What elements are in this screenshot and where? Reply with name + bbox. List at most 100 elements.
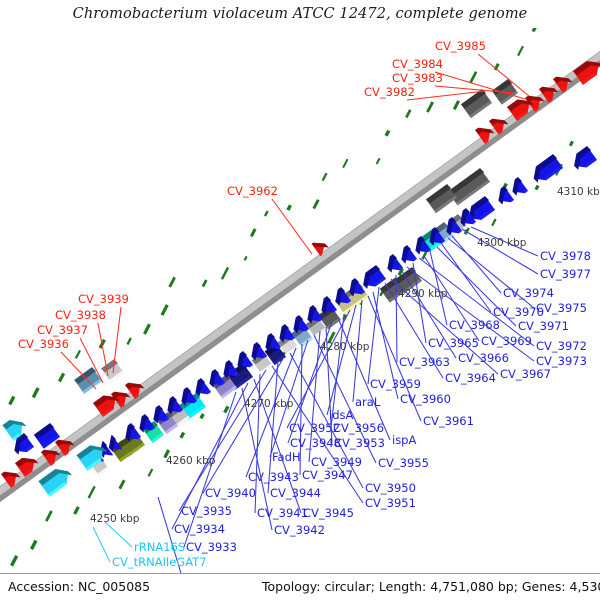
feature-label[interactable]: CV_3970: [493, 305, 544, 319]
gene-arrow-forward[interactable]: [125, 423, 141, 442]
feature-label[interactable]: CV_3965: [428, 336, 479, 350]
gene-arrow-reverse[interactable]: [15, 457, 39, 477]
feature-label[interactable]: idsA: [329, 408, 353, 422]
feature-label[interactable]: CV_3952: [289, 421, 340, 435]
feature-label[interactable]: CV_3943: [248, 470, 299, 484]
feature-label[interactable]: CV_3936: [18, 337, 69, 351]
feature-label[interactable]: CV_3951: [365, 496, 416, 510]
gene-arrow-reverse[interactable]: [41, 449, 61, 466]
feature-label[interactable]: CV_3969: [481, 334, 532, 348]
gene-arrow-forward[interactable]: [498, 186, 514, 205]
feature-label[interactable]: CV_3985: [435, 39, 486, 53]
feature-label[interactable]: CV_3975: [536, 301, 587, 315]
gene-box[interactable]: [447, 168, 490, 206]
gene-arrow-forward[interactable]: [533, 154, 563, 183]
feature-label[interactable]: CV_tRNAIleGAT7: [112, 555, 207, 569]
feature-label[interactable]: CV_3942: [274, 523, 325, 537]
feature-label[interactable]: araL: [355, 395, 381, 409]
gene-box[interactable]: [33, 423, 60, 449]
feature-label[interactable]: CV_3938: [55, 308, 106, 322]
gene-arrow-reverse[interactable]: [525, 95, 545, 112]
gene-arrow-forward[interactable]: [446, 217, 462, 236]
gene-arrow-forward[interactable]: [363, 265, 386, 289]
feature-label[interactable]: CV_3956: [333, 421, 384, 435]
feature-label[interactable]: CV_3953: [334, 436, 385, 450]
gene-arrow-forward[interactable]: [307, 305, 323, 324]
feature-label[interactable]: CV_3964: [445, 371, 496, 385]
gene-arrow-forward[interactable]: [167, 396, 183, 415]
gene-arrow-forward[interactable]: [223, 360, 239, 379]
gene-arrow-reverse[interactable]: [573, 61, 600, 85]
feature-label[interactable]: ispA: [392, 433, 416, 447]
gene-box[interactable]: [101, 359, 124, 383]
gene-arrow-reverse[interactable]: [507, 99, 534, 121]
gene-arrow-reverse[interactable]: [553, 76, 573, 93]
feature-label[interactable]: CV_3941: [257, 506, 308, 520]
feature-label[interactable]: CV_3949: [311, 455, 362, 469]
feature-label[interactable]: CV_3973: [536, 354, 587, 368]
gene-arrow-forward[interactable]: [279, 324, 295, 343]
gene-arrow-forward[interactable]: [468, 196, 495, 223]
gene-arrow-forward[interactable]: [293, 315, 309, 334]
feature-label[interactable]: CV_3960: [400, 392, 451, 406]
rna-feature-arrow[interactable]: [76, 445, 108, 471]
genome-backbone[interactable]: [0, 45, 600, 505]
rna-feature-arrow[interactable]: [38, 468, 73, 497]
gene-arrow-forward[interactable]: [335, 287, 351, 306]
feature-label[interactable]: CV_3935: [181, 504, 232, 518]
gene-arrow-reverse[interactable]: [55, 439, 75, 456]
gene-arrow-reverse[interactable]: [111, 391, 131, 408]
gene-arrow-forward[interactable]: [460, 208, 476, 227]
gene-arrow-forward[interactable]: [251, 342, 267, 361]
feature-label[interactable]: rRNA16S: [134, 540, 185, 554]
feature-label[interactable]: CV_3982: [364, 85, 415, 99]
gene-arrow-reverse[interactable]: [475, 127, 495, 144]
feature-label[interactable]: CV_3944: [270, 486, 321, 500]
feature-label[interactable]: CV_3947: [302, 468, 353, 482]
feature-label[interactable]: CV_3937: [37, 323, 88, 337]
feature-label[interactable]: CV_3963: [399, 355, 450, 369]
gene-arrow-forward[interactable]: [415, 236, 431, 255]
feature-label[interactable]: CV_3933: [186, 540, 237, 554]
feature-label[interactable]: CV_3962: [227, 184, 278, 198]
feature-label[interactable]: CV_3967: [500, 367, 551, 381]
feature-label[interactable]: CV_3934: [174, 522, 225, 536]
gene-arrow-reverse[interactable]: [539, 86, 559, 103]
gene-arrow-forward[interactable]: [14, 433, 34, 455]
gene-arrow-forward[interactable]: [265, 333, 281, 352]
feature-label[interactable]: CV_3972: [536, 339, 587, 353]
gene-arrow-forward[interactable]: [209, 369, 225, 388]
gene-box[interactable]: [425, 184, 457, 214]
gene-arrow-forward[interactable]: [512, 177, 528, 196]
gene-arrow-reverse[interactable]: [93, 395, 120, 417]
feature-label[interactable]: CV_3959: [370, 377, 421, 391]
feature-label[interactable]: CV_3955: [378, 456, 429, 470]
gene-glyph-layer[interactable]: [1, 61, 600, 497]
feature-label[interactable]: CV_3977: [540, 267, 591, 281]
feature-label[interactable]: CV_3966: [458, 351, 509, 365]
gene-arrow-forward[interactable]: [195, 378, 211, 397]
gene-arrow-forward[interactable]: [574, 146, 597, 170]
feature-label[interactable]: FadH: [272, 450, 301, 464]
gene-arrow-forward[interactable]: [349, 278, 365, 297]
gene-arrow-forward[interactable]: [237, 351, 253, 370]
feature-label[interactable]: CV_3940: [205, 486, 256, 500]
rna-feature-arrow[interactable]: [2, 420, 27, 441]
feature-label[interactable]: CV_3978: [540, 249, 591, 263]
feature-label[interactable]: CV_3961: [423, 414, 474, 428]
gene-arrow-forward[interactable]: [139, 414, 155, 433]
feature-label[interactable]: CV_3974: [503, 286, 554, 300]
gene-arrow-reverse[interactable]: [1, 471, 21, 488]
feature-label[interactable]: CV_3945: [303, 506, 354, 520]
gene-arrow-forward[interactable]: [401, 245, 417, 264]
gene-box[interactable]: [460, 89, 492, 119]
feature-label[interactable]: CV_3984: [392, 57, 443, 71]
gene-arrow-reverse[interactable]: [125, 382, 145, 399]
feature-label[interactable]: CV_3983: [392, 71, 443, 85]
gene-arrow-forward[interactable]: [153, 405, 169, 424]
feature-label[interactable]: CV_3950: [365, 481, 416, 495]
feature-label[interactable]: CV_3971: [518, 319, 569, 333]
gene-arrow-forward[interactable]: [321, 296, 337, 315]
